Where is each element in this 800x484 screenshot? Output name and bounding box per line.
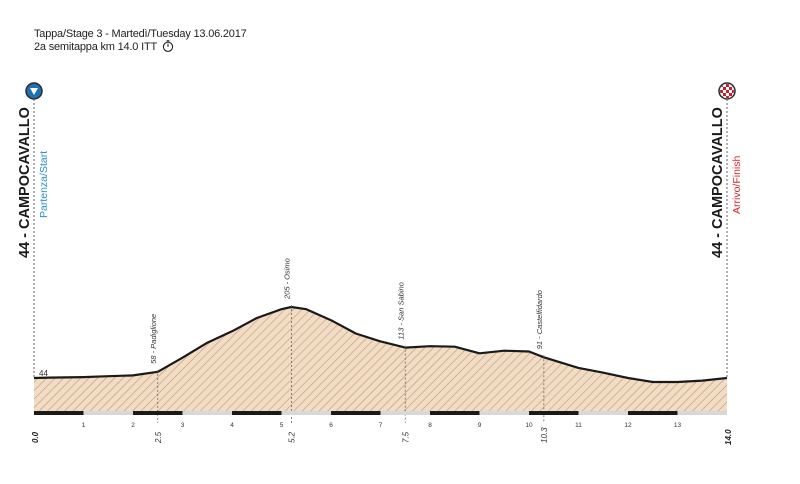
stage-subtitle: 2a semitappa km 14.0 ITT [34,40,247,53]
x-tick-label: 5 [280,422,284,429]
annotation-km-label: 2.5 [154,431,163,444]
stage-title: Tappa/Stage 3 - Martedì/Tuesday 13.06.20… [34,28,247,40]
start-arrow-icon [30,88,38,95]
start-altitude-label: 44 [39,369,48,378]
stopwatch-icon [162,40,173,52]
x-tick-label: 3 [181,422,185,429]
km-segment [331,411,381,415]
annotation-km-label: 10.3 [540,427,549,443]
km-segment [182,411,232,415]
km-segment [232,411,282,415]
km-segment [677,411,727,415]
x-tick-label: 6 [329,422,333,429]
annotation-label: 91 - Castelfidardo [535,290,544,349]
x-tick-label: 11 [575,422,582,429]
km-segment [628,411,678,415]
start-marker: 44 - CAMPOCAVALLO Partenza/Start [17,82,50,378]
start-location-name: 44 - CAMPOCAVALLO [17,107,33,258]
x-start-label: 0.0 [31,431,40,443]
stage-header: Tappa/Stage 3 - Martedì/Tuesday 13.06.20… [34,28,247,53]
km-scale-bar [34,411,727,415]
profile-outline [33,305,728,384]
km-segment [133,411,183,415]
km-segment [34,411,84,415]
km-segment [83,411,133,415]
annotation-label: 205 - Osimo [282,258,291,300]
profile-area [34,307,727,411]
km-segment [529,411,579,415]
km-segment [380,411,430,415]
finish-label: Arrivo/Finish [731,155,743,214]
x-tick-label: 8 [428,422,432,429]
x-tick-label: 9 [478,422,482,429]
finish-location-name: 44 - CAMPOCAVALLO [710,107,726,258]
km-segment [578,411,628,415]
x-tick-label: 7 [379,422,383,429]
annotation-km-label: 7.5 [401,431,410,443]
x-tick-label: 4 [230,422,234,429]
annotation-km-label: 5.2 [287,431,296,443]
x-tick-label: 1 [82,422,86,429]
annotation-label: 58 - Padiglione [149,314,158,364]
x-end-label: 14.0 [724,429,733,445]
x-tick-label: 2 [131,422,135,429]
x-tick-label: 12 [624,422,632,429]
profile-plot: 44 58 - Padiglione 2.5 205 - Osimo 5.2 113 - … [31,258,733,445]
x-tick-label: 10 [525,422,533,429]
km-segment [479,411,529,415]
x-tick-label: 13 [674,422,682,429]
annotation-label: 113 - San Sabino [396,282,405,339]
stage-distance: 2a semitappa km 14.0 ITT [34,41,157,53]
start-label: Partenza/Start [38,151,50,218]
finish-marker: 44 - CAMPOCAVALLO Arrivo/Finish [710,82,743,378]
km-segment [430,411,480,415]
km-segment [281,411,331,415]
